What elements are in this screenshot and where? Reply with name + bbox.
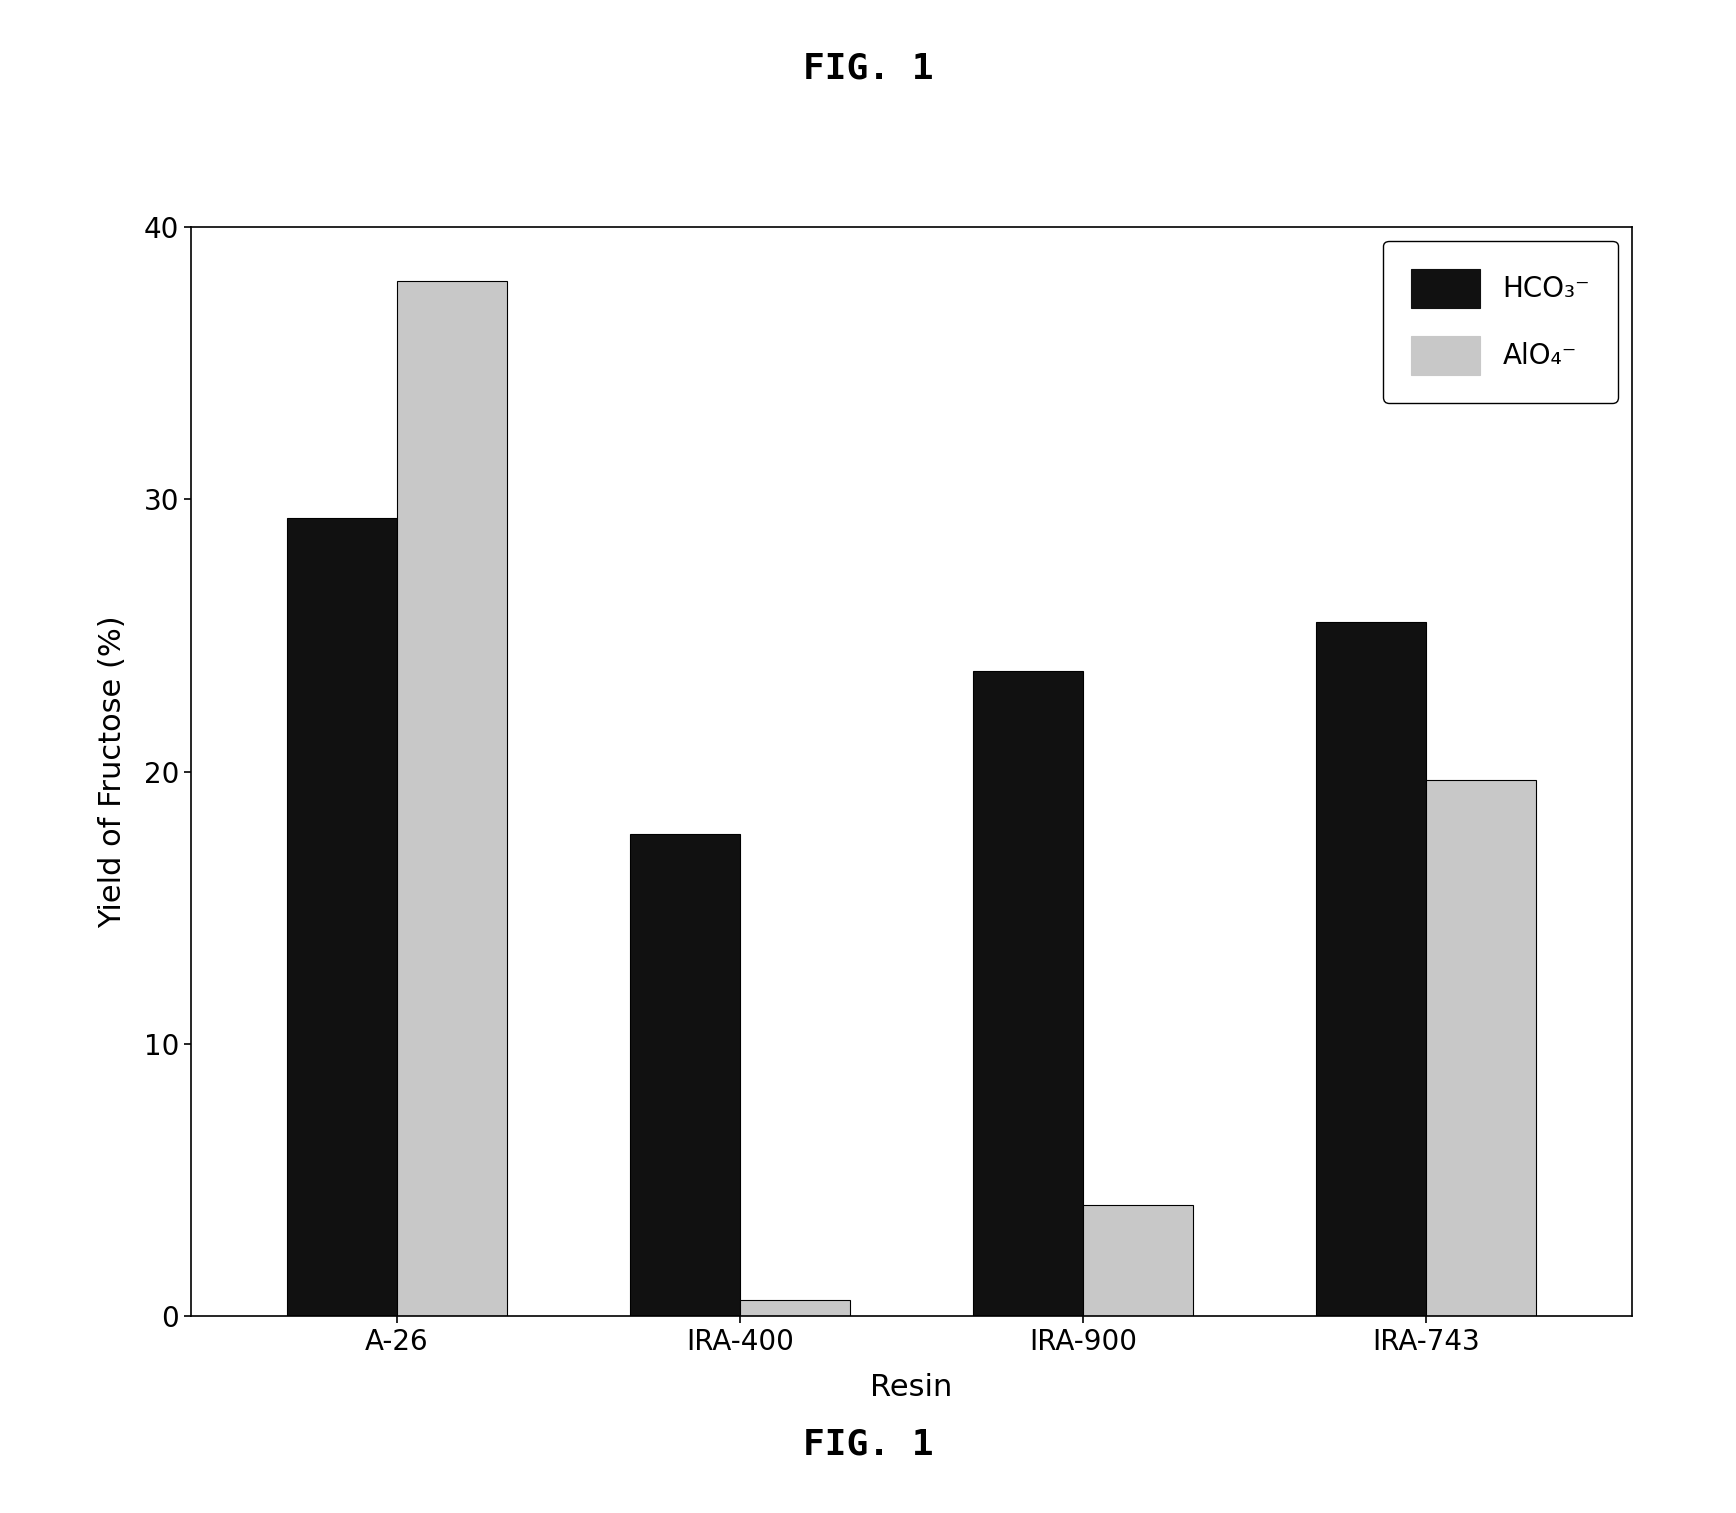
Bar [630,834,740,1316]
Bar [974,670,1083,1316]
Y-axis label: Yield of Fructose (%): Yield of Fructose (%) [97,616,127,927]
Text: FIG. 1: FIG. 1 [802,51,934,85]
Bar [286,519,398,1316]
Bar [1083,1204,1193,1316]
Bar [1425,779,1536,1316]
Text: FIG. 1: FIG. 1 [802,1428,934,1462]
X-axis label: Resin: Resin [870,1372,953,1401]
Bar [740,1300,849,1316]
Bar [398,281,507,1316]
Legend: HCO₃⁻, AlO₄⁻: HCO₃⁻, AlO₄⁻ [1384,241,1618,402]
Bar [1316,622,1425,1316]
